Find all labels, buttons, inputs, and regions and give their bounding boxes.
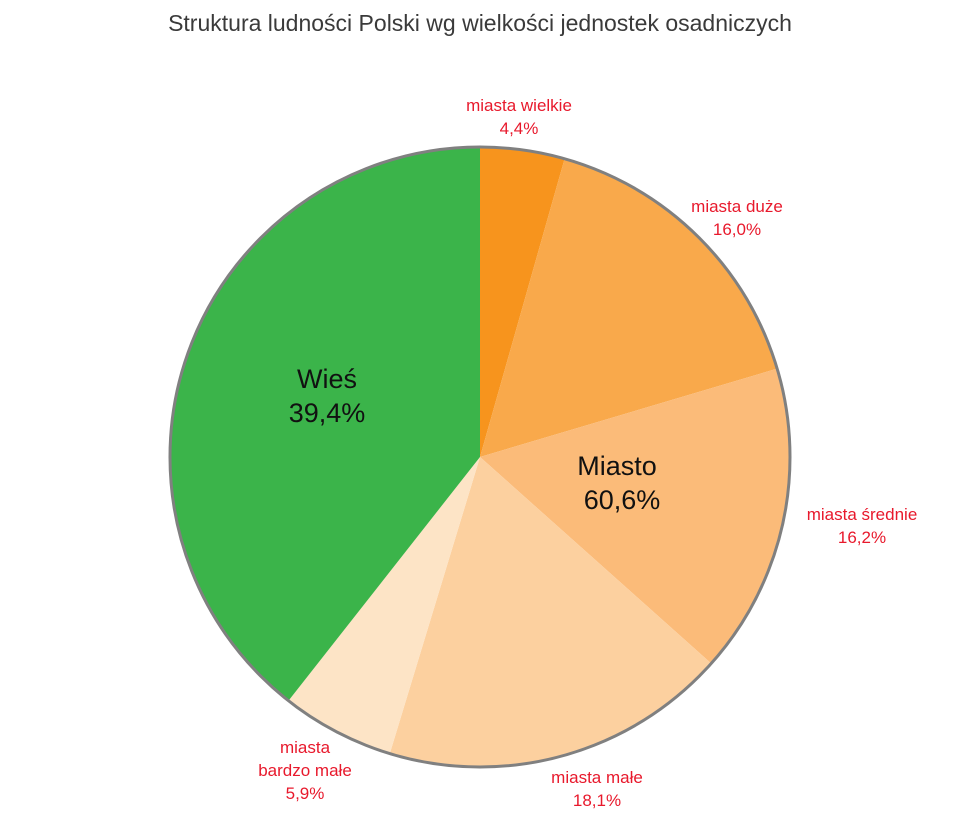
pie-slice bbox=[480, 158, 778, 457]
pie-border bbox=[168, 145, 792, 769]
pie-slice bbox=[169, 147, 480, 701]
slice-label: miasta średnie 16,2% bbox=[807, 505, 918, 547]
pie-slice bbox=[288, 457, 480, 754]
slice-label: miasta małe 18,1% bbox=[551, 768, 643, 810]
group-label-wies: Wieś 39,4% bbox=[289, 364, 366, 428]
chart-title: Struktura ludności Polski wg wielkości j… bbox=[168, 10, 792, 36]
group-labels: Miasto 60,6% bbox=[577, 451, 660, 515]
slice-labels: miasta wielkie 4,4% miasta duże 16,0% miasta… bbox=[258, 96, 917, 810]
pie-slice bbox=[389, 457, 712, 767]
pie-slices bbox=[169, 147, 790, 767]
slice-label: miasta wielkie 4,4% bbox=[466, 96, 572, 138]
pie-slice bbox=[480, 368, 790, 664]
pie-slice bbox=[480, 147, 565, 457]
group-label-miasto: Miasto 60,6% bbox=[577, 451, 660, 515]
slice-label: miasta duże 16,0% bbox=[691, 197, 783, 239]
slice-label: miasta bardzo małe 5,9% bbox=[258, 738, 352, 803]
